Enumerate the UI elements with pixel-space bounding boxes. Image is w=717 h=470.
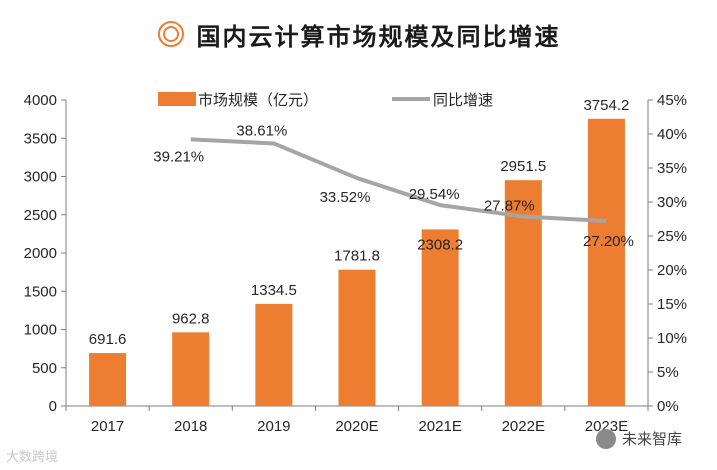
x-tick-label: 2019 bbox=[257, 418, 290, 435]
watermark-right-label: 未来智库 bbox=[622, 431, 683, 448]
y-right-tick-label: 25% bbox=[657, 228, 687, 245]
chart-title: 国内云计算市场规模及同比增速 bbox=[196, 23, 561, 51]
legend-swatch-bar bbox=[158, 92, 196, 106]
x-tick-label: 2020E bbox=[335, 418, 378, 435]
y-left-tick-label: 500 bbox=[32, 360, 57, 377]
y-left-tick-label: 3500 bbox=[24, 130, 57, 147]
legend-label-line: 同比增速 bbox=[433, 92, 493, 109]
growth-data-label: 29.54% bbox=[409, 186, 460, 203]
y-left-tick-label: 1000 bbox=[24, 322, 57, 339]
y-left-tick-label: 2000 bbox=[24, 245, 57, 262]
bar bbox=[587, 118, 625, 406]
y-right-tick-label: 40% bbox=[657, 126, 687, 143]
y-right-tick-label: 35% bbox=[657, 160, 687, 177]
bar-data-label: 2951.5 bbox=[500, 158, 546, 175]
y-right-tick-label: 30% bbox=[657, 194, 687, 211]
x-tick-label: 2017 bbox=[91, 418, 124, 435]
bar bbox=[338, 269, 376, 406]
growth-data-label: 39.21% bbox=[153, 148, 204, 165]
y-left-tick-label: 2500 bbox=[24, 207, 57, 224]
x-tick-label: 2023E bbox=[585, 418, 628, 435]
x-tick-label: 2022E bbox=[502, 418, 545, 435]
bar bbox=[255, 303, 293, 406]
y-right-tick-label: 0% bbox=[657, 398, 679, 415]
growth-data-label: 27.87% bbox=[484, 197, 535, 214]
legend-label-bar: 市场规模（亿元） bbox=[198, 92, 318, 109]
growth-line bbox=[190, 137, 607, 224]
y-right-tick-label: 45% bbox=[657, 92, 687, 109]
y-left-tick-label: 3000 bbox=[24, 169, 57, 186]
bar-data-label: 691.6 bbox=[89, 331, 127, 348]
y-left-tick-label: 0 bbox=[49, 398, 57, 415]
bar-data-label: 962.8 bbox=[172, 310, 210, 327]
chart-title-row: 国内云计算市场规模及同比增速 bbox=[0, 14, 717, 54]
watermark-right: 未来智库 bbox=[596, 428, 682, 449]
y-right-tick-label: 10% bbox=[657, 330, 687, 347]
x-tick-label: 2018 bbox=[174, 418, 207, 435]
bar-data-label: 2308.2 bbox=[417, 236, 463, 253]
growth-data-label: 33.52% bbox=[320, 189, 371, 206]
y-right-tick-label: 20% bbox=[657, 262, 687, 279]
bar-data-label: 1334.5 bbox=[251, 282, 297, 299]
y-left-tick-label: 4000 bbox=[24, 92, 57, 109]
bar bbox=[421, 229, 459, 406]
y-right-tick-label: 15% bbox=[657, 296, 687, 313]
bar-data-label: 3754.2 bbox=[583, 97, 629, 114]
growth-data-label: 27.20% bbox=[583, 233, 634, 250]
y-right-tick-label: 5% bbox=[657, 364, 679, 381]
wechat-logo-icon bbox=[596, 428, 616, 449]
target-circle-icon bbox=[157, 21, 184, 47]
watermark-left: 大数跨境 bbox=[6, 449, 59, 464]
bar bbox=[172, 332, 210, 406]
bar bbox=[89, 353, 127, 406]
bar-data-label: 1781.8 bbox=[334, 248, 380, 265]
x-tick-label: 2021E bbox=[418, 418, 461, 435]
y-left-tick-label: 1500 bbox=[24, 283, 57, 300]
growth-data-label: 38.61% bbox=[236, 122, 287, 139]
